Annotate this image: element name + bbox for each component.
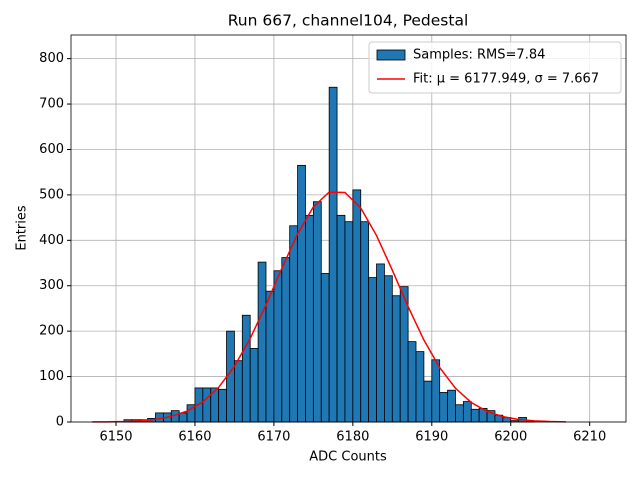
- legend-swatch: [376, 49, 406, 61]
- bar: [407, 341, 417, 423]
- bar: [281, 257, 291, 423]
- bar: [178, 412, 188, 423]
- y-tick-label: 200: [39, 324, 64, 339]
- bar: [257, 261, 267, 423]
- bar: [328, 86, 338, 423]
- bar: [336, 214, 346, 423]
- bar: [226, 330, 235, 423]
- legend-box: [368, 41, 622, 94]
- legend-label: Samples: RMS=7.84: [413, 48, 545, 63]
- bar: [312, 201, 322, 423]
- bar: [455, 404, 464, 423]
- bar: [391, 295, 401, 423]
- bar: [305, 214, 314, 423]
- y-tick-label: 500: [39, 187, 64, 202]
- legend-label: Fit: μ = 6177.949, σ = 7.667: [413, 72, 599, 87]
- bar: [399, 286, 409, 423]
- bar: [289, 225, 298, 423]
- bar: [439, 392, 448, 423]
- y-tick-label: 0: [56, 415, 64, 430]
- plot-frame: [70, 34, 627, 423]
- bar: [218, 388, 227, 423]
- bar: [249, 348, 259, 423]
- x-tick-label: 6210: [573, 430, 606, 445]
- legend: Samples: RMS=7.84 Fit: μ = 6177.949, σ = …: [368, 41, 622, 94]
- x-tick-label: 6190: [415, 430, 448, 445]
- y-tick-label: 800: [39, 51, 64, 66]
- chart-title: Run 667, channel104, Pedestal: [228, 12, 469, 30]
- x-axis-label: ADC Counts: [309, 450, 387, 465]
- y-tick-label: 600: [39, 142, 64, 157]
- bar: [265, 290, 275, 423]
- grid: [71, 35, 626, 423]
- y-tick-label: 700: [39, 97, 64, 112]
- bar: [376, 263, 385, 423]
- fit-line: [92, 191, 567, 423]
- bar: [360, 221, 370, 423]
- bar: [423, 380, 433, 423]
- x-tick-label: 6200: [494, 430, 527, 445]
- bar: [344, 221, 354, 423]
- x-tick-label: 6150: [99, 430, 132, 445]
- bar: [415, 351, 425, 423]
- bar: [447, 389, 456, 423]
- bar: [297, 164, 306, 423]
- y-tick-label: 100: [39, 369, 64, 384]
- bar: [368, 277, 377, 423]
- y-tick-label: 400: [39, 233, 64, 248]
- bar: [462, 401, 472, 423]
- y-axis-label: Entries: [15, 205, 30, 251]
- bar: [241, 314, 251, 423]
- bar: [431, 359, 441, 423]
- bar: [384, 275, 393, 423]
- bar: [273, 270, 283, 423]
- x-tick-label: 6180: [336, 430, 369, 445]
- y-tick-label: 300: [39, 278, 64, 293]
- bar: [202, 387, 212, 423]
- bar: [234, 360, 243, 423]
- x-tick-label: 6160: [178, 430, 211, 445]
- bar: [470, 408, 480, 423]
- x-tick-label: 6170: [257, 430, 290, 445]
- bar: [352, 189, 362, 423]
- bar: [320, 273, 330, 423]
